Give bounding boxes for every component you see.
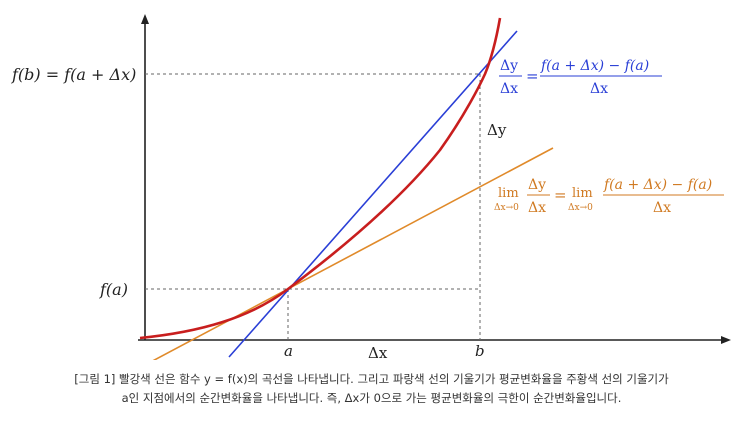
tangent-sub: Δx→0 [494,203,519,213]
tangent-line [152,147,554,360]
caption-line-1: [그림 1] 빨강색 선은 함수 y = f(x)의 곡선을 나타냅니다. 그리… [74,372,669,386]
tangent-lim2: lim [572,186,593,201]
secant-rhs-num: f(a + Δx) − f(a) [540,58,649,74]
function-curve [139,17,502,340]
secant-eq: = [526,67,539,85]
tangent-rhs-den: Δx [653,200,671,216]
label-fa: f(a) [99,280,128,299]
tangent-num: Δy [528,177,546,193]
tangent-formula: lim Δx→0 Δy Δx = lim Δx→0 f(a + Δx) − f(… [494,177,724,216]
label-b: b [475,342,485,360]
label-dy: Δy [487,121,507,139]
tangent-eq: = [554,186,567,204]
x-axis-arrow [721,336,731,344]
secant-rhs-den: Δx [590,81,608,97]
secant-line [228,30,518,358]
secant-formula: Δy Δx = f(a + Δx) − f(a) Δx [499,58,662,97]
secant-den: Δx [500,81,518,97]
label-dx: Δx [368,344,388,360]
rate-of-change-diagram: f(b) = f(a + Δx) f(a) a b Δx Δy Δy Δx = … [11,14,731,360]
figure-caption: [그림 1] 빨강색 선은 함수 y = f(x)의 곡선을 나타냅니다. 그리… [0,370,743,408]
tangent-rhs-num: f(a + Δx) − f(a) [603,177,712,193]
tangent-sub2: Δx→0 [568,203,593,213]
tangent-lim: lim [498,186,519,201]
label-fb: f(b) = f(a + Δx) [11,65,136,84]
label-a: a [284,342,293,360]
caption-line-2: a인 지점에서의 순간변화율을 나타냅니다. 즉, Δx가 0으로 가는 평균변… [121,391,622,405]
secant-num: Δy [500,58,518,74]
tangent-den: Δx [528,200,546,216]
y-axis-arrow [141,14,149,24]
